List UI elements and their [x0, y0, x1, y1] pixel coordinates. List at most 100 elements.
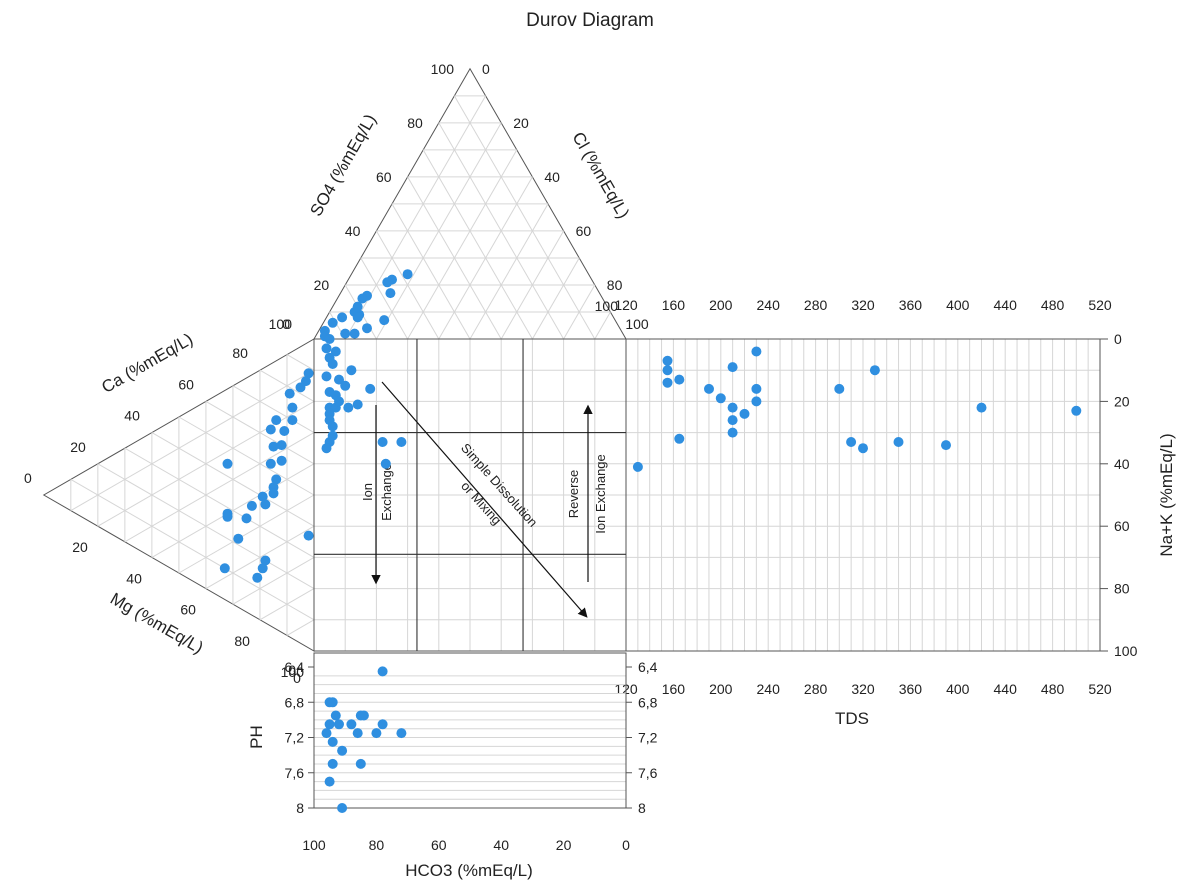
ph-panel-frame: [313, 652, 627, 809]
tds-tick-label-bottom: 240: [757, 681, 781, 697]
tds-point: [704, 383, 714, 394]
tds-point: [941, 440, 951, 451]
cation-point: [295, 382, 306, 393]
ph-tick-label-left: 7,6: [285, 765, 305, 781]
ph-point: [324, 719, 335, 730]
hco3-tick-label: 20: [556, 837, 572, 853]
dissolution-arrow: [381, 381, 588, 618]
ca-tick-label: 40: [124, 408, 140, 424]
ph-point: [355, 758, 366, 769]
square-point: [343, 402, 354, 413]
ca-tick-label: 0: [24, 470, 32, 486]
nak-tick-label: 0: [1114, 331, 1122, 347]
tds-point: [976, 402, 987, 413]
cation-point: [257, 491, 268, 502]
anion-point: [379, 315, 390, 326]
tds-point: [846, 437, 857, 447]
cation-point: [268, 441, 279, 452]
cation-grid-line: [232, 556, 315, 605]
ph-tick-label-right: 7,6: [638, 765, 658, 781]
hco3-tick-label: 40: [493, 837, 509, 853]
central-square-frame: [313, 338, 627, 652]
anion-point: [352, 301, 363, 312]
reverse-ion-exchange-label: Reverse: [566, 470, 581, 518]
cation-grid-line: [259, 588, 315, 621]
tds-point: [751, 383, 762, 394]
anion-point: [327, 317, 338, 328]
ph-tick-label-left: 8: [296, 800, 304, 816]
cl-tick-label: 80: [607, 277, 623, 293]
tds-tick-label-top: 120: [614, 297, 638, 313]
tds-tick-label-bottom: 520: [1088, 681, 1112, 697]
data-points: [219, 269, 1082, 813]
cation-point: [287, 415, 298, 426]
cation-point: [303, 530, 314, 541]
anion-point: [382, 277, 393, 288]
tds-corner-label: 100: [625, 316, 649, 332]
cation-grid-line: [259, 369, 315, 402]
mg-tick-label: 20: [72, 539, 88, 555]
tds-tick-label-top: 160: [662, 297, 686, 313]
ca-tick-label: 80: [232, 345, 248, 361]
anion-point: [357, 293, 368, 304]
so4-tick-label: 40: [345, 223, 361, 239]
tds-tick-label-top: 440: [994, 297, 1018, 313]
tds-point: [662, 365, 673, 376]
cation-grid-line: [232, 385, 315, 434]
cation-point: [260, 499, 271, 510]
cation-point: [222, 458, 233, 469]
ion-exchange-label: Ion: [360, 483, 375, 501]
cation-point: [252, 572, 263, 583]
nak-tick-label: 20: [1114, 393, 1130, 409]
cl-tick-label: 100: [595, 298, 619, 314]
nak-tick-label: 40: [1114, 456, 1130, 472]
anion-grid-line: [563, 284, 596, 340]
square-point: [346, 365, 357, 376]
tds-point: [1071, 405, 1082, 416]
cation-point: [303, 368, 314, 379]
tds-tick-label-top: 360: [899, 297, 923, 313]
square-point: [340, 380, 351, 391]
tds-axis-title: TDS: [835, 709, 869, 728]
square-point: [321, 371, 332, 382]
cation-grid-line: [205, 525, 315, 590]
mg-tick-label: 60: [180, 602, 196, 618]
cl-tick-label: 40: [544, 169, 560, 185]
tds-tick-label-top: 480: [1041, 297, 1065, 313]
anion-point: [402, 269, 413, 280]
cation-point: [222, 511, 233, 522]
cl-tick-label: 60: [576, 223, 592, 239]
anion-point: [349, 328, 360, 339]
ph-point: [337, 803, 348, 813]
tds-point: [751, 346, 762, 357]
nak-tick-label: 60: [1114, 518, 1130, 534]
square-point: [324, 334, 335, 344]
square-point: [396, 437, 407, 447]
cation-grid-line: [205, 400, 315, 465]
cation-grid-line: [70, 478, 315, 621]
anion-grid-line: [453, 95, 596, 340]
cation-point: [287, 402, 298, 413]
tds-tick-label-top: 400: [946, 297, 970, 313]
tds-tick-label-top: 320: [851, 297, 875, 313]
so4-tick-label: 60: [376, 169, 392, 185]
cation-point: [276, 440, 287, 451]
so4-tick-label: 0: [282, 316, 290, 332]
cation-point: [265, 458, 276, 469]
tds-point: [662, 355, 673, 366]
ph-corner-label: 0: [293, 670, 301, 686]
tds-point: [662, 377, 673, 388]
tds-tick-label-bottom: 200: [709, 681, 733, 697]
cation-grid-line: [178, 416, 315, 496]
square-point: [365, 383, 376, 394]
ph-point: [337, 745, 348, 756]
ph-point: [327, 697, 338, 708]
anion-grid-line: [531, 257, 580, 340]
cation-point: [233, 533, 244, 544]
chart-title: Durov Diagram: [526, 10, 654, 31]
ph-point: [327, 736, 338, 747]
ph-point: [358, 710, 369, 721]
tds-tick-label-top: 200: [709, 297, 733, 313]
cation-grid-line: [70, 369, 315, 512]
